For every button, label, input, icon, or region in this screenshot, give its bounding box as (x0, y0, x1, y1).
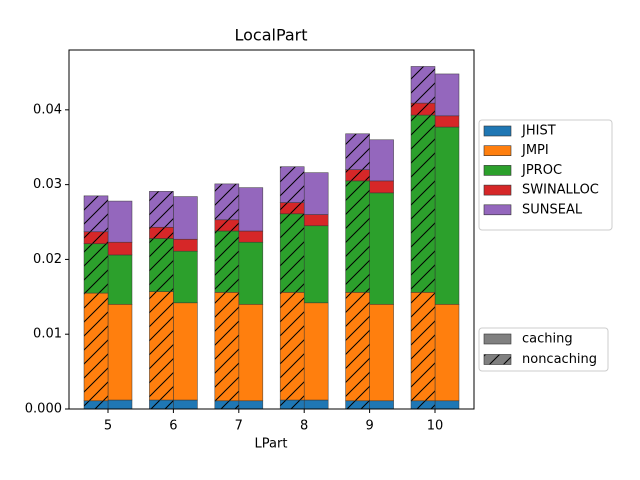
bar-segment (345, 180, 370, 293)
bar-segment (369, 180, 394, 194)
legend-frame (478, 119, 613, 231)
bar-segment (410, 400, 436, 410)
legend-swatch (483, 184, 512, 196)
bar-segment (107, 241, 133, 256)
bar-segment (214, 230, 240, 293)
bar-segment (149, 238, 174, 292)
bar-segment (279, 213, 305, 293)
bar-segment (173, 196, 198, 240)
y-tick-label: 0.03 (33, 177, 62, 192)
x-tick-label: 5 (104, 419, 112, 434)
bar-segment (214, 183, 240, 221)
bar-segment (149, 226, 174, 239)
bar-segment (369, 192, 394, 305)
legend-swatch (483, 354, 512, 365)
bar-segment (214, 292, 240, 402)
series-legend: JHIST JMPI JPROC SWINALLOC SUNSEAL (478, 119, 613, 231)
legend-label: JPROC (521, 163, 562, 178)
y-tick-label: 0.01 (33, 327, 62, 342)
bar-segment (238, 400, 264, 410)
bar-segment (345, 169, 370, 182)
legend-label: SUNSEAL (522, 202, 583, 217)
bar-segment (107, 254, 133, 305)
legend-swatch (483, 204, 512, 216)
bar-segment (83, 400, 109, 410)
bar-segment (173, 250, 198, 304)
chart-title: LocalPart (234, 26, 307, 45)
x-tick-label: 10 (427, 419, 444, 434)
legend-label: JMPI (521, 143, 549, 158)
bar-segment (238, 187, 264, 232)
x-tick-label: 8 (300, 419, 308, 434)
bar-segment (214, 219, 240, 232)
bar-segment (83, 195, 109, 233)
bar-segment (345, 292, 370, 402)
bar-segment (303, 399, 329, 410)
bar-segment (173, 238, 198, 252)
bar-segment (238, 303, 264, 402)
bar-segment (149, 291, 174, 401)
bar-segment (279, 292, 305, 401)
bar-segment (107, 200, 133, 243)
x-tick-label: 9 (365, 419, 373, 434)
bar-segment (83, 292, 109, 402)
legend-swatch (483, 165, 512, 176)
bar-segment (369, 303, 394, 402)
bar-segment (369, 400, 394, 410)
y-tick-label: 0.000 (25, 402, 62, 417)
bar-segment (107, 399, 133, 410)
bar-segment (410, 292, 436, 402)
legend-swatch (483, 145, 512, 156)
bar-segment (279, 202, 305, 215)
bar-segment (238, 241, 264, 305)
bar-segment (434, 126, 460, 305)
bar-segment (214, 400, 240, 410)
bar-segment (434, 73, 460, 117)
y-tick-label: 0.02 (33, 252, 62, 267)
bar-segment (107, 303, 133, 401)
plot-frame (68, 49, 475, 410)
group-legend: caching noncaching (478, 327, 609, 372)
bar-segment (238, 230, 264, 243)
x-tick-label: 6 (169, 419, 177, 434)
legend-label: JHIST (521, 124, 556, 139)
bar-segment (303, 225, 329, 304)
bar-segment (410, 102, 436, 116)
bar-segment (434, 400, 460, 410)
legend-label: SWINALLOC (522, 183, 599, 198)
y-tick-label: 0.04 (33, 102, 62, 117)
bar-segment (303, 302, 329, 401)
bar-segment (345, 400, 370, 410)
bar-segment (279, 166, 305, 203)
bar-segment (410, 114, 436, 293)
bar-segment (303, 172, 329, 215)
bar-segment (173, 399, 198, 410)
bar-segment (410, 66, 436, 104)
bar-segment (369, 139, 394, 182)
bar-segment (345, 133, 370, 170)
bar-segment (279, 399, 305, 410)
bar-segment (173, 302, 198, 401)
legend-label: noncaching (522, 352, 597, 367)
bar-segment (83, 243, 109, 294)
legend-swatch (483, 125, 512, 137)
bar-segment (303, 214, 329, 227)
x-tick-label: 7 (235, 419, 243, 434)
legend-swatch (483, 333, 512, 345)
bar-segment (149, 399, 174, 410)
legend-label: caching (522, 332, 573, 347)
bar-segment (149, 191, 174, 228)
bar-segment (83, 231, 109, 245)
x-axis-label: LPart (255, 437, 288, 452)
bar-segment (434, 115, 460, 128)
bar-segment (434, 303, 460, 402)
